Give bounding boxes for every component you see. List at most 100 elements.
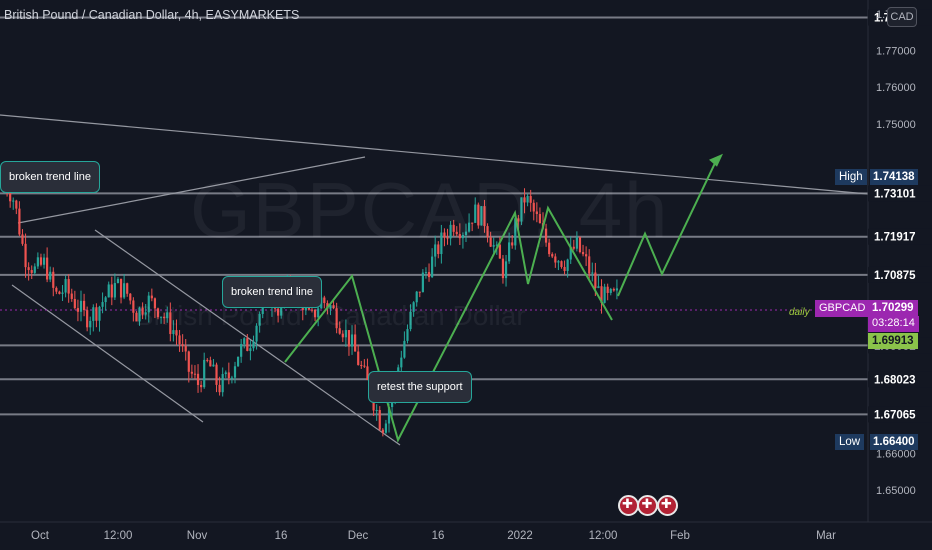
description-watermark: British Pound / Canadian Dollar <box>135 300 526 331</box>
candle-up <box>557 261 560 263</box>
candle-up <box>609 288 612 293</box>
candle-down <box>310 309 314 311</box>
time-tick: Dec <box>348 530 369 542</box>
candle-down <box>446 237 449 239</box>
candle-down <box>190 371 193 374</box>
candle-up <box>415 291 418 303</box>
callout-broken-trend-line-2[interactable]: broken trend line <box>222 276 322 308</box>
candle-down <box>215 364 218 385</box>
candle-up <box>409 311 412 330</box>
candle-down <box>594 272 597 289</box>
candle-down <box>169 312 172 335</box>
candle-up <box>474 204 477 223</box>
candle-down <box>381 429 384 433</box>
candle-down <box>95 307 98 321</box>
candle-up <box>514 218 517 246</box>
candle-up <box>138 307 141 322</box>
candle-down <box>458 234 461 239</box>
level-label-bg <box>868 228 932 245</box>
level-label: 1.67065 <box>874 409 916 421</box>
candle-up <box>350 334 354 347</box>
time-tick: 16 <box>432 530 445 542</box>
candle-up <box>495 244 498 246</box>
candle-up <box>569 246 572 260</box>
low-tag: Low <box>835 434 865 450</box>
currency-button[interactable]: CAD <box>887 7 917 27</box>
candle-down <box>477 204 480 226</box>
candle-up <box>230 377 234 379</box>
price-scale[interactable]: 1.779031.731011.719171.708751.689511.680… <box>868 9 932 497</box>
callout-retest-support[interactable]: retest the support <box>368 371 472 403</box>
candle-down <box>418 291 421 293</box>
candle-down <box>554 256 557 263</box>
price-tick: 1.65000 <box>876 485 916 497</box>
time-tick: 12:00 <box>589 530 618 542</box>
candle-up <box>61 292 64 294</box>
candle-up <box>575 237 578 249</box>
candle-down <box>9 191 12 202</box>
uk-flag-icon[interactable] <box>618 495 639 516</box>
candle-up <box>461 235 465 239</box>
candle-down <box>378 409 381 430</box>
level-label: 1.73101 <box>874 188 916 200</box>
time-tick: Nov <box>187 530 208 542</box>
candle-down <box>538 214 542 224</box>
level-label-bg <box>868 266 932 283</box>
candle-down <box>76 308 80 312</box>
candle-up <box>159 316 163 318</box>
candle-up <box>243 338 246 344</box>
economic-events[interactable] <box>618 495 678 521</box>
candle-down <box>58 291 61 294</box>
time-scale[interactable]: Oct 12:00 Nov 16 Dec 16 2022 12:00 Feb Mar <box>31 530 836 542</box>
candle-down <box>323 297 326 304</box>
candle-down <box>606 286 609 293</box>
candle-up <box>144 312 147 315</box>
level-label: 1.70875 <box>874 270 916 282</box>
candle-up <box>464 231 468 236</box>
candle-down <box>135 312 138 322</box>
candle-down <box>501 258 505 279</box>
candle-up <box>424 272 428 274</box>
uk-flag-icon[interactable] <box>637 495 659 516</box>
candle-up <box>449 224 452 239</box>
candle-up <box>384 423 388 433</box>
candle-down <box>206 359 209 361</box>
candle-up <box>508 242 511 262</box>
candle-up <box>280 300 283 316</box>
candle-up <box>172 330 175 335</box>
candle-down <box>132 300 135 313</box>
candle-down <box>277 308 280 316</box>
price-tick: 1.76000 <box>876 82 916 94</box>
high-price-label: 1.74138 <box>870 169 918 185</box>
candle-down <box>67 279 70 294</box>
candle-up <box>434 244 437 257</box>
candle-down <box>39 257 43 265</box>
descending-trend-line[interactable] <box>0 114 869 195</box>
candle-down <box>18 208 21 235</box>
candle-up <box>116 278 120 284</box>
candle-down <box>150 295 153 299</box>
candle-up <box>412 302 415 312</box>
level-label-bg <box>868 371 932 388</box>
broken-trend-line-upper[interactable] <box>17 156 366 224</box>
candle-up <box>236 356 240 367</box>
candle-down <box>335 308 338 329</box>
candle-down <box>70 293 73 299</box>
price-tick: 1.77000 <box>876 46 916 58</box>
candle-down <box>129 293 132 301</box>
candle-down <box>181 344 184 346</box>
candle-up <box>603 286 606 303</box>
candle-up <box>258 313 261 326</box>
candle-up <box>467 222 471 232</box>
candle-down <box>560 261 563 267</box>
channel-lower-line[interactable] <box>11 284 204 423</box>
daily-label: daily <box>789 307 810 318</box>
candle-down <box>366 366 369 380</box>
uk-flag-icon[interactable] <box>656 495 678 516</box>
callout-broken-trend-line-1[interactable]: broken trend line <box>0 161 100 193</box>
candle-up <box>104 297 107 303</box>
candle-up <box>12 200 15 202</box>
candle-down <box>600 286 603 303</box>
